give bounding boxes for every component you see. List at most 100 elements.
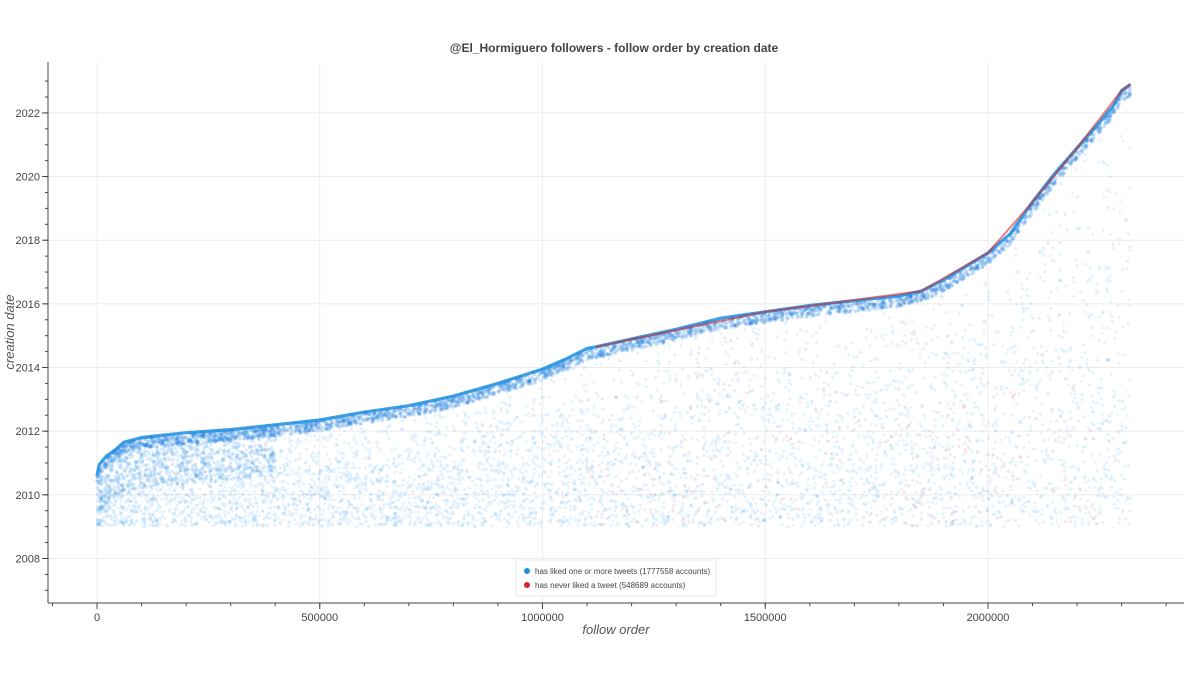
data-point xyxy=(749,462,753,466)
data-point xyxy=(1034,388,1038,392)
data-point xyxy=(185,499,190,503)
data-point xyxy=(809,498,813,502)
data-point xyxy=(1038,252,1042,256)
data-point xyxy=(904,406,908,410)
data-point xyxy=(854,481,858,485)
data-point xyxy=(1085,362,1089,366)
data-point xyxy=(502,493,506,497)
data-point xyxy=(377,472,381,476)
data-point xyxy=(969,489,973,493)
data-point xyxy=(155,518,159,523)
data-point xyxy=(926,500,930,504)
data-point xyxy=(668,455,672,459)
data-point xyxy=(1109,477,1113,481)
data-point xyxy=(386,502,390,506)
data-point xyxy=(338,518,342,522)
data-point xyxy=(929,513,933,517)
data-point xyxy=(1040,512,1044,517)
data-point xyxy=(198,434,203,438)
data-point xyxy=(610,423,614,427)
data-point xyxy=(1037,382,1041,386)
data-point xyxy=(790,382,794,386)
data-point xyxy=(388,506,392,510)
data-point xyxy=(338,489,342,493)
data-point xyxy=(623,456,628,461)
data-point xyxy=(957,444,961,448)
data-point xyxy=(489,487,494,491)
data-point xyxy=(436,432,440,436)
data-point xyxy=(944,473,949,477)
data-point xyxy=(802,512,806,516)
data-point xyxy=(591,470,595,474)
data-point xyxy=(809,520,813,524)
data-point xyxy=(809,416,813,420)
data-point xyxy=(842,480,846,485)
data-point xyxy=(765,394,770,398)
data-point xyxy=(109,524,113,528)
data-point xyxy=(797,352,801,356)
data-point xyxy=(867,344,872,348)
data-point xyxy=(980,342,984,346)
data-point xyxy=(1092,477,1096,481)
data-point xyxy=(747,384,752,388)
data-point xyxy=(1014,254,1018,258)
data-point xyxy=(880,388,884,392)
data-point xyxy=(376,489,380,493)
data-point xyxy=(722,439,726,444)
data-point xyxy=(499,484,503,488)
data-point xyxy=(933,496,938,500)
data-point xyxy=(703,412,707,416)
data-point xyxy=(520,512,524,517)
data-point xyxy=(995,516,999,520)
data-point xyxy=(1050,407,1054,411)
data-point xyxy=(916,501,920,505)
data-point xyxy=(1060,494,1064,498)
data-point xyxy=(381,522,385,526)
data-point xyxy=(566,500,570,504)
data-point xyxy=(451,505,456,509)
data-point xyxy=(967,350,971,354)
data-point xyxy=(1105,164,1109,168)
data-point xyxy=(840,450,844,454)
data-point xyxy=(956,422,960,426)
data-point xyxy=(527,515,531,519)
data-point xyxy=(727,488,731,492)
data-point xyxy=(1078,366,1082,370)
data-point xyxy=(539,524,543,528)
data-point xyxy=(601,489,605,494)
data-point xyxy=(671,489,675,493)
data-point xyxy=(826,503,830,507)
data-point xyxy=(150,483,154,488)
data-point xyxy=(400,419,404,423)
data-point xyxy=(627,524,631,529)
data-point xyxy=(682,453,686,457)
data-point xyxy=(418,458,422,462)
data-point xyxy=(848,496,852,500)
data-point xyxy=(949,506,953,510)
data-point xyxy=(759,448,763,452)
data-point xyxy=(309,453,313,457)
data-point xyxy=(702,469,706,473)
data-point xyxy=(516,447,520,451)
data-point xyxy=(421,483,426,487)
data-point xyxy=(406,486,410,490)
data-point xyxy=(201,459,205,463)
data-point xyxy=(868,488,872,492)
data-point xyxy=(613,458,617,462)
data-point xyxy=(869,475,873,479)
data-point xyxy=(868,392,872,397)
data-point xyxy=(126,483,130,487)
data-point xyxy=(667,510,671,514)
data-point xyxy=(835,370,839,374)
data-point xyxy=(894,474,898,479)
data-point xyxy=(483,451,488,455)
data-point xyxy=(127,499,131,503)
data-point xyxy=(261,509,265,513)
data-point xyxy=(899,320,903,324)
data-point xyxy=(916,454,920,458)
data-point xyxy=(813,455,818,459)
data-point xyxy=(276,516,280,520)
data-point xyxy=(440,490,444,495)
data-point xyxy=(617,417,621,422)
